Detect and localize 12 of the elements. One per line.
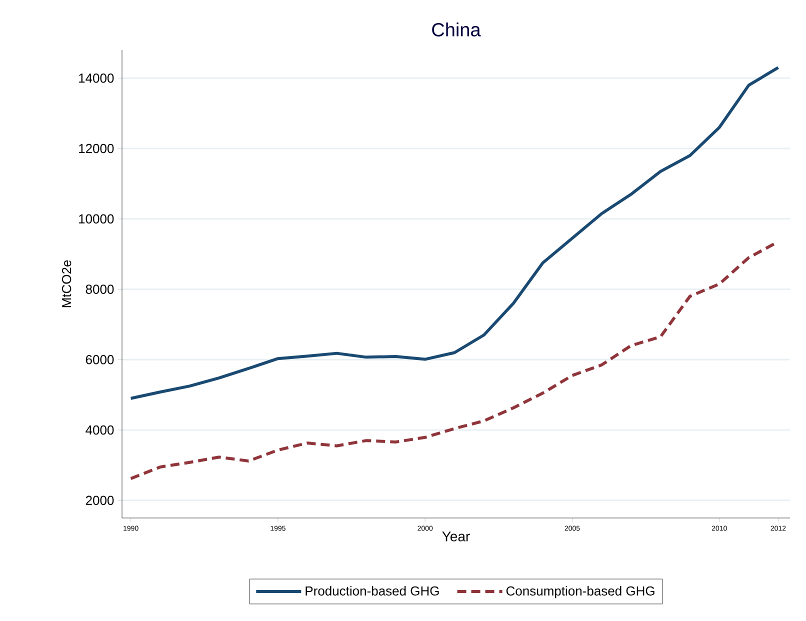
y-tick-label: 14000 (79, 74, 114, 83)
legend-label: Consumption-based GHG (506, 586, 654, 598)
y-tick-label: 8000 (86, 284, 114, 294)
y-axis-title: MtCO2e (62, 260, 72, 308)
y-tick-label: 10000 (79, 214, 114, 224)
y-tick-label: 12000 (79, 144, 114, 154)
y-tick-label: 6000 (86, 355, 114, 364)
y-tick-label: 2000 (86, 496, 114, 505)
x-axis-title: Year (442, 532, 470, 542)
y-tick-label: 4000 (86, 425, 114, 435)
chart-title: China (432, 22, 481, 36)
legend-label: Production-based GHG (306, 586, 439, 596)
